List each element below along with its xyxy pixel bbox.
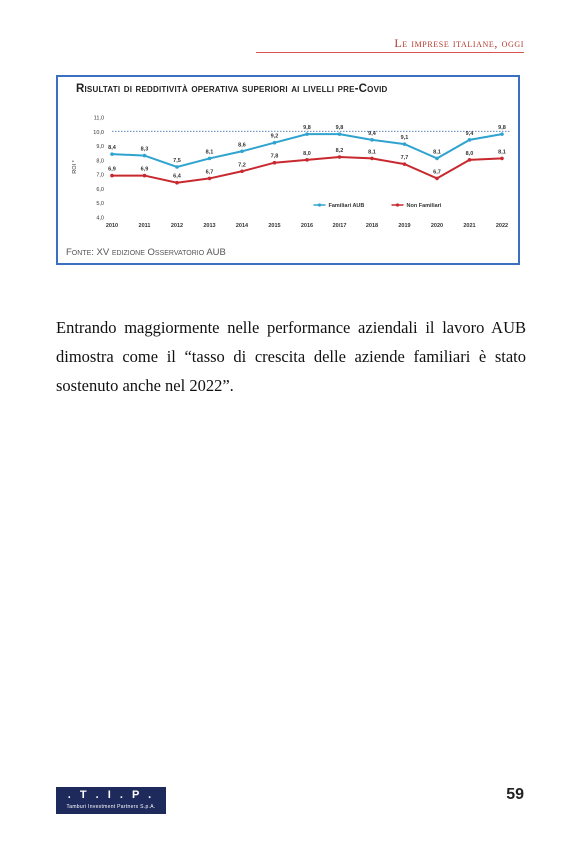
x-tick-label: 2012 <box>171 223 183 229</box>
legend-label: Non Familiari <box>407 203 442 209</box>
data-point <box>272 140 277 145</box>
y-tick-label: 6,0 <box>96 187 104 193</box>
roi-line-chart: 11,0 10,0 9,0 8,0 7,0 6,0 5,0 4,0 ROI * 2010 2011 2… <box>72 116 510 229</box>
data-label: 8,1 <box>368 149 376 155</box>
x-tick-label: 2019 <box>398 223 410 229</box>
data-label: 9,8 <box>498 125 506 131</box>
logo-subtitle: Tamburi Investment Partners S.p.A. <box>66 804 156 810</box>
data-label: 6,4 <box>173 174 182 180</box>
running-header: Le imprese italiane, oggi <box>394 36 524 50</box>
data-label: 7,5 <box>173 158 181 164</box>
data-point <box>467 138 472 142</box>
data-label: 7,2 <box>238 162 246 168</box>
data-label: 7,7 <box>401 155 409 161</box>
x-tick-label: 2011 <box>139 223 151 229</box>
data-point <box>142 173 147 178</box>
data-point <box>435 156 439 161</box>
tip-logo: . T . I . P . Tamburi Investment Partner… <box>56 787 166 814</box>
data-point <box>402 142 407 146</box>
y-tick-label: 11,0 <box>94 116 104 122</box>
legend-marker <box>395 203 400 207</box>
x-tick-label: 2022 <box>496 223 508 229</box>
data-label: 6,9 <box>141 167 149 173</box>
data-label: 9,4 <box>368 131 377 137</box>
data-label: 8,4 <box>108 145 117 151</box>
data-point <box>402 162 407 166</box>
data-label: 9,1 <box>401 135 409 141</box>
data-label: 9,4 <box>466 131 475 137</box>
data-label: 8,0 <box>466 151 474 157</box>
data-point <box>207 176 212 181</box>
data-point <box>305 158 309 162</box>
data-label: 8,1 <box>206 149 214 155</box>
body-paragraph: Entrando maggiormente nelle performance … <box>56 318 526 395</box>
data-point <box>337 132 342 136</box>
data-label: 9,8 <box>303 125 311 131</box>
data-point <box>337 155 342 159</box>
logo-mark: . T . I . P . <box>67 789 155 801</box>
data-label: 9,8 <box>336 125 344 131</box>
data-point <box>467 158 472 162</box>
data-point <box>272 160 277 165</box>
x-tick-label: 2021 <box>463 223 475 229</box>
figure-title: Risultati di redditività operativa super… <box>76 83 388 95</box>
data-label: 8,0 <box>303 151 311 157</box>
data-label: 7,8 <box>271 154 279 160</box>
data-point <box>240 169 244 174</box>
page-number: 59 <box>506 786 524 803</box>
header-rule <box>256 52 524 53</box>
y-tick-label: 7,0 <box>96 173 104 179</box>
x-tick-label: 2014 <box>236 223 249 229</box>
data-point <box>500 132 504 136</box>
data-label: 8,3 <box>141 147 149 153</box>
data-point <box>175 180 179 185</box>
data-point <box>110 173 114 178</box>
data-label: 8,2 <box>336 148 344 154</box>
y-tick-label: 8,0 <box>96 158 104 164</box>
data-point <box>240 149 244 154</box>
data-label: 9,2 <box>271 134 279 140</box>
legend-label: Familiari AUB <box>329 203 365 209</box>
data-point <box>207 156 212 161</box>
y-tick-label: 5,0 <box>96 201 104 207</box>
y-tick-label: 10,0 <box>93 130 104 136</box>
data-point <box>305 132 309 136</box>
data-point <box>370 138 374 142</box>
data-label: 8,6 <box>238 142 246 148</box>
data-point <box>435 176 439 181</box>
x-tick-label: 2016 <box>301 223 313 229</box>
data-point <box>370 156 374 161</box>
y-tick-label: 4,0 <box>96 216 104 222</box>
data-label: 6,9 <box>108 167 116 173</box>
figure-source: Fonte: XV edizione Osservatorio AUB <box>66 247 226 258</box>
data-label: 8,1 <box>433 149 441 155</box>
x-tick-label: 2020 <box>431 223 443 229</box>
x-tick-label: 2010 <box>106 223 118 229</box>
legend-marker <box>317 203 322 207</box>
data-label: 6,7 <box>206 169 214 175</box>
y-tick-label: 9,0 <box>96 144 104 150</box>
figure-box: Risultati di redditività operativa super… <box>56 75 520 265</box>
x-tick-label: 2015 <box>268 223 280 229</box>
data-point <box>142 153 147 158</box>
x-tick-label: 2018 <box>366 223 378 229</box>
y-axis-label: ROI * <box>72 159 78 173</box>
data-label: 8,1 <box>498 149 506 155</box>
data-point <box>500 156 504 161</box>
x-tick-label: 2013 <box>203 223 215 229</box>
x-tick-label: 20/17 <box>333 223 347 229</box>
data-point <box>175 165 179 169</box>
data-point <box>110 152 114 156</box>
data-label: 6,7 <box>433 169 441 175</box>
